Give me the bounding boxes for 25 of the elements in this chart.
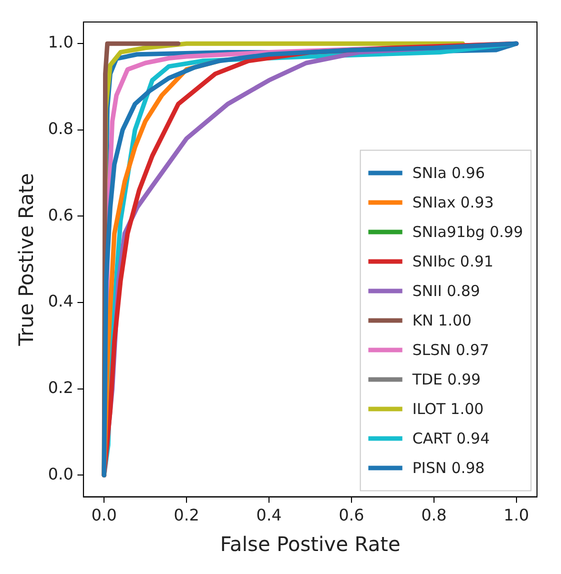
legend-label: CART 0.94 [412, 429, 490, 448]
x-tick-label: 1.0 [504, 506, 530, 525]
y-tick-label: 0.0 [48, 464, 74, 484]
legend-label: KN 1.00 [412, 311, 472, 330]
y-tick-label: 0.4 [48, 292, 74, 311]
y-tick-label: 0.8 [48, 119, 74, 138]
x-tick-label: 0.4 [256, 506, 282, 525]
legend-label: TDE 0.99 [411, 370, 481, 388]
legend-label: SNII 0.89 [412, 282, 480, 300]
y-tick-label: 0.2 [48, 378, 74, 398]
y-tick-label: 0.6 [48, 205, 74, 224]
legend-label: SNIbc 0.91 [412, 252, 494, 270]
x-tick-label: 0.6 [338, 506, 364, 525]
legend-label: SNIa91bg 0.99 [412, 222, 523, 241]
legend-label: SNIax 0.93 [412, 193, 494, 212]
x-tick-label: 0.0 [91, 506, 117, 525]
y-axis-title: True Postive Rate [14, 173, 38, 347]
x-tick-label: 0.8 [421, 506, 447, 525]
x-tick-label: 0.2 [174, 506, 200, 525]
legend-label: SNIa 0.96 [412, 164, 485, 182]
legend-label: SLSN 0.97 [412, 340, 490, 359]
legend-label: PISN 0.98 [412, 458, 485, 477]
legend-label: ILOT 1.00 [412, 400, 484, 418]
x-axis-title: False Postive Rate [220, 532, 400, 556]
y-tick-label: 1.0 [48, 32, 74, 52]
